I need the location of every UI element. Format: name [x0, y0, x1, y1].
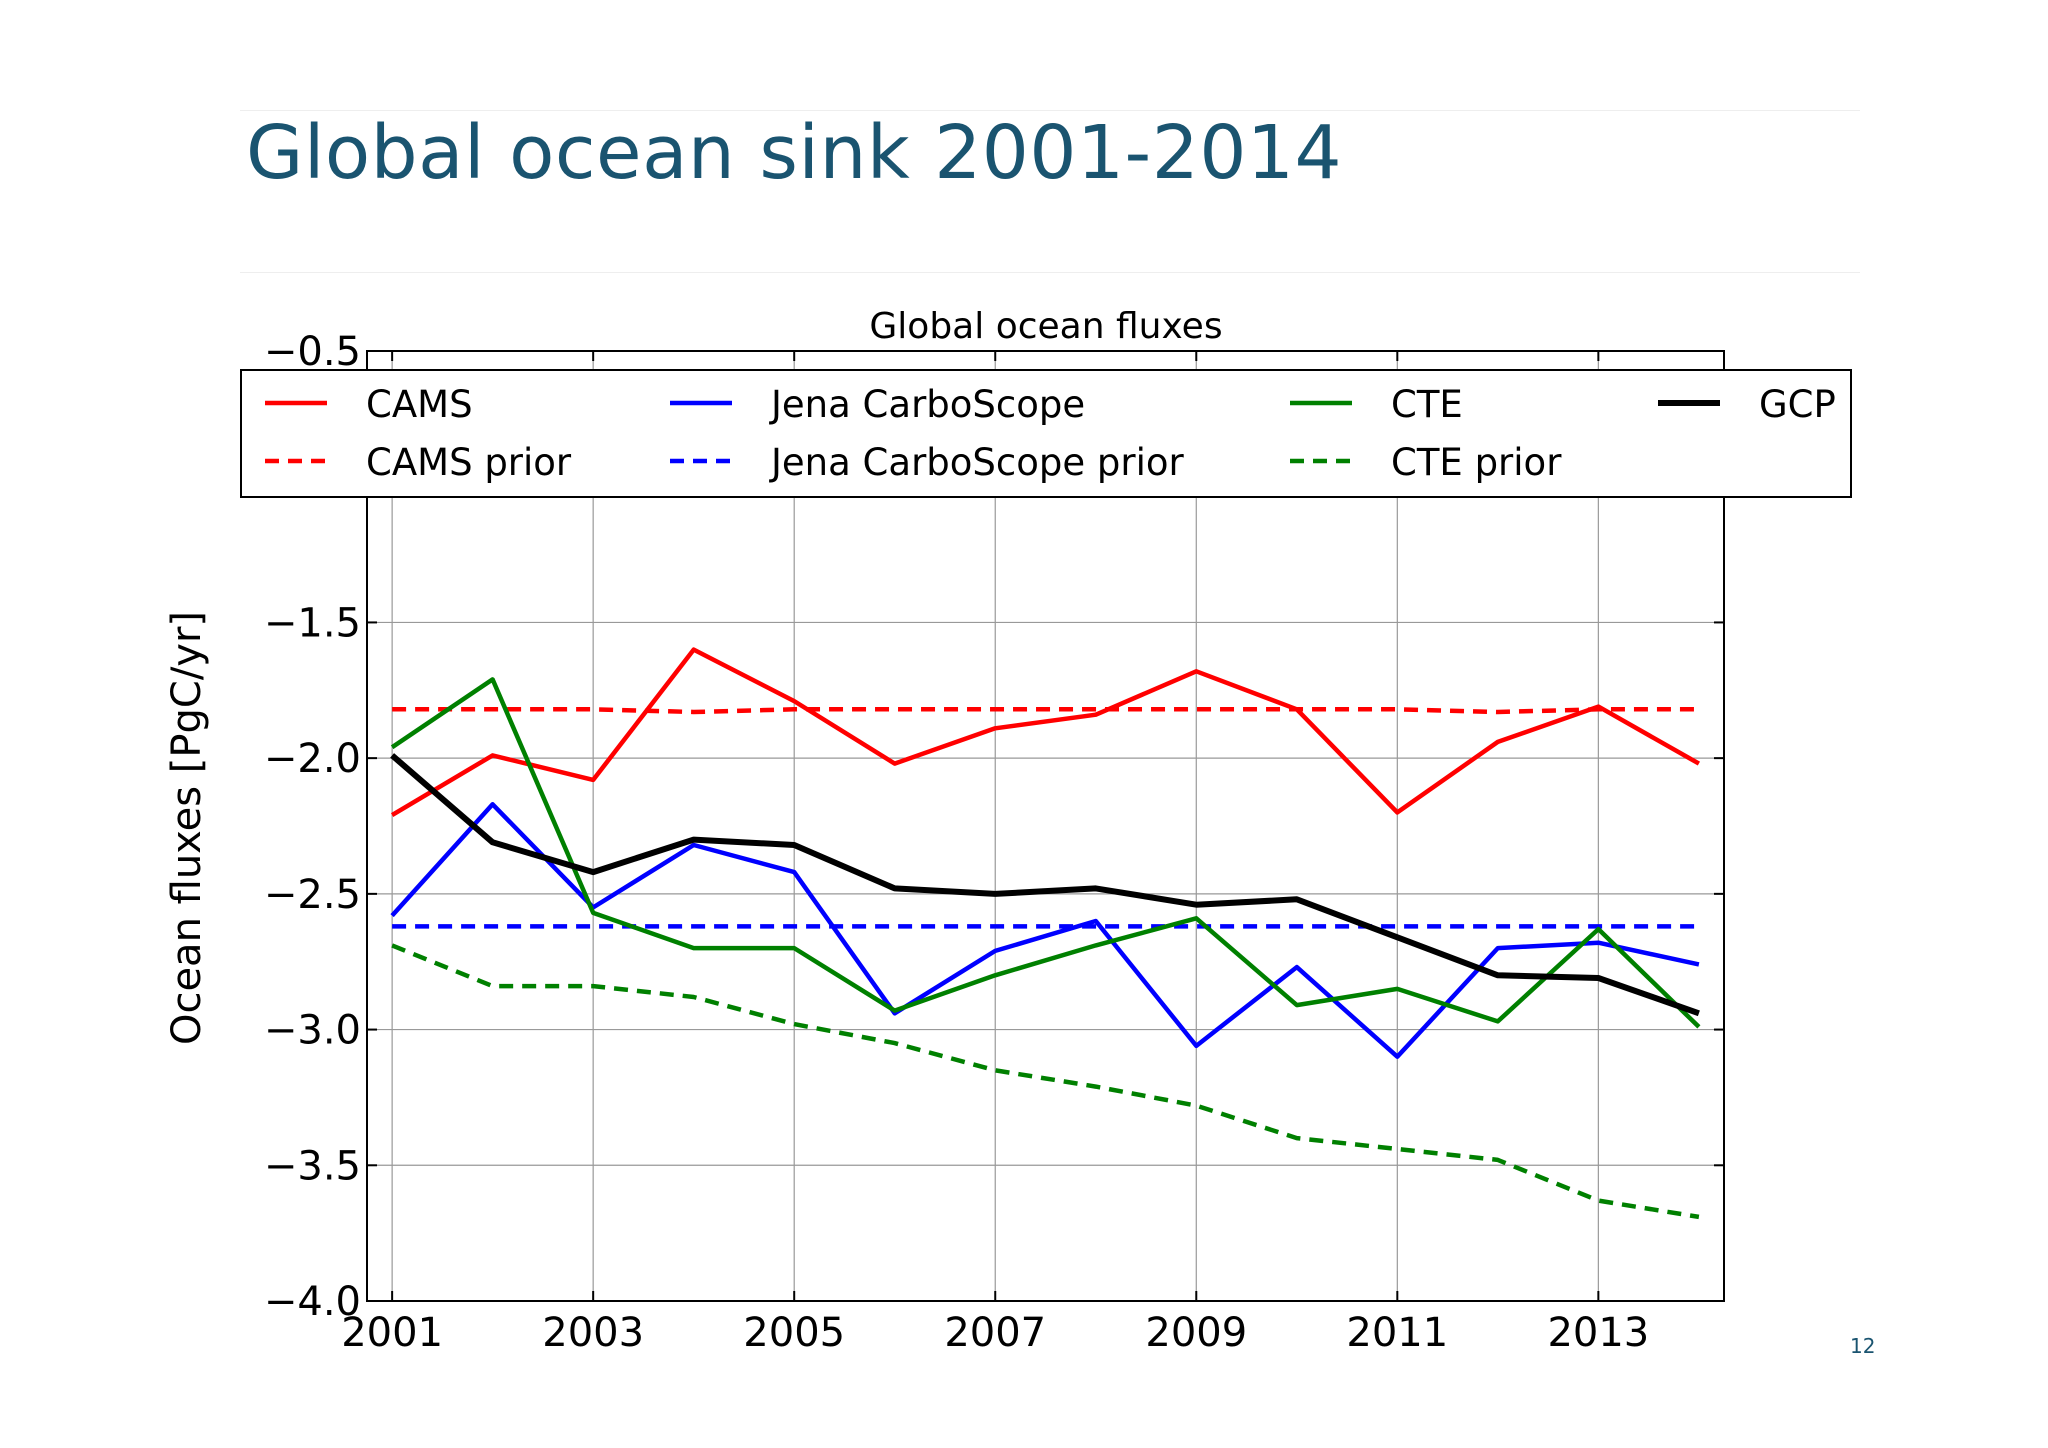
- legend-label: CTE prior: [1391, 441, 1562, 484]
- legend-label: CAMS prior: [366, 441, 572, 484]
- axis-ticks: 2001 2003 2005 2007 2009 2011 2013 −0.5 −1.5 −2.0…: [264, 329, 1724, 1356]
- y-axis-label: Ocean fluxes [PgC/yr]: [164, 611, 210, 1045]
- x-tick-label: 2013: [1547, 1310, 1649, 1356]
- legend: CAMS CAMS prior Jena CarboScope Jena CarboS…: [240, 369, 1852, 498]
- x-tick-label: 2005: [743, 1310, 845, 1356]
- y-tick-label: −4.0: [264, 1279, 361, 1325]
- y-tick-label: −0.5: [264, 329, 361, 375]
- y-tick-label: −2.5: [264, 872, 361, 918]
- y-tick-label: −3.5: [264, 1143, 361, 1189]
- y-tick-label: −3.0: [264, 1008, 361, 1054]
- header-rule: [240, 272, 1860, 273]
- series-line-cams: [390, 647, 1701, 818]
- x-tick-label: 2003: [542, 1310, 644, 1356]
- x-tick-label: 2007: [944, 1310, 1046, 1356]
- legend-box: [240, 369, 1852, 498]
- legend-label: Jena CarboScope: [769, 383, 1085, 426]
- legend-label: GCP: [1759, 383, 1836, 426]
- title-rule: [240, 110, 1860, 111]
- plot-area-frame: [366, 350, 1725, 1302]
- legend-label: CAMS: [366, 383, 473, 426]
- series-line-cams-prior: [392, 707, 1699, 715]
- x-tick-label: 2009: [1145, 1310, 1247, 1356]
- legend-label: Jena CarboScope prior: [769, 441, 1184, 484]
- series-lines: [390, 647, 1701, 1220]
- y-tick-label: −2.0: [264, 736, 361, 782]
- chart-title: Global ocean fluxes: [869, 306, 1222, 347]
- legend-label: CTE: [1391, 383, 1463, 426]
- x-tick-label: 2011: [1346, 1310, 1448, 1356]
- x-tick-label: 2001: [341, 1310, 443, 1356]
- series-line-cte-prior: [391, 943, 1700, 1220]
- series-line-cte: [390, 677, 1701, 1029]
- y-tick-label: −1.5: [264, 600, 361, 646]
- slide-title: Global ocean sink 2001-2014: [246, 110, 1343, 196]
- series-line-gcp: [390, 753, 1700, 1017]
- page-number: 12: [1850, 1334, 1876, 1358]
